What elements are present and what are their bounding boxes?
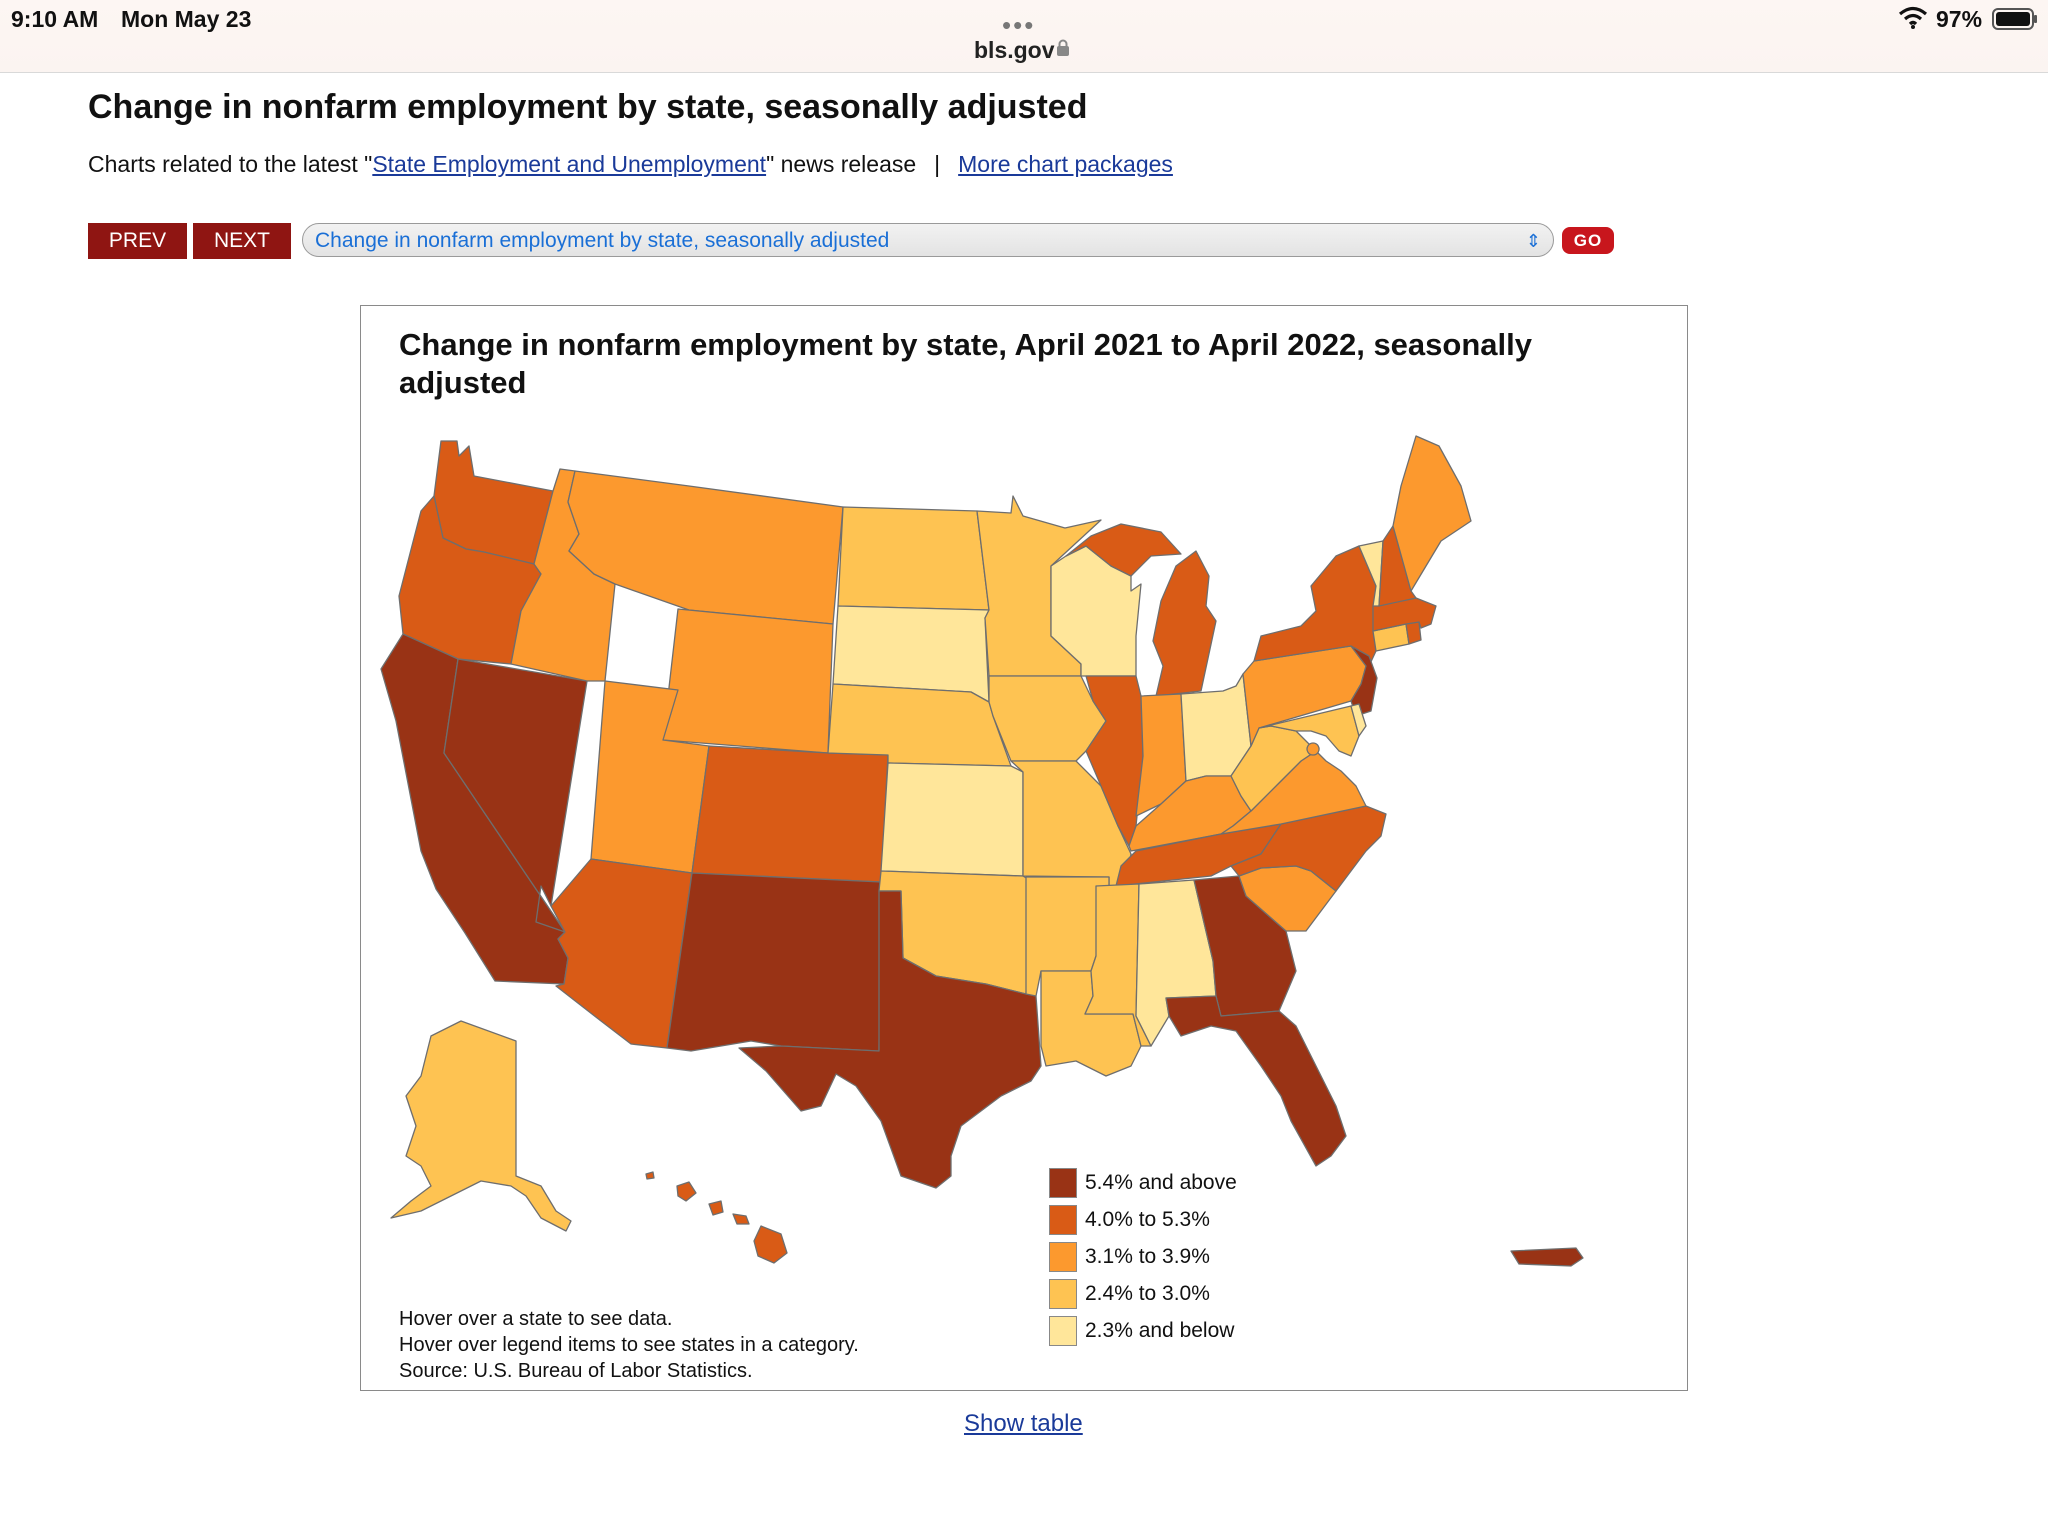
- status-date: Mon May 23: [121, 6, 252, 32]
- state-TX[interactable]: [738, 890, 1042, 1189]
- legend-swatch: [1049, 1204, 1077, 1235]
- more-chart-packages-link[interactable]: More chart packages: [958, 151, 1173, 177]
- show-table-link[interactable]: Show table: [964, 1410, 1083, 1437]
- us-state-map: [380, 435, 1584, 1267]
- next-button[interactable]: NEXT: [193, 223, 291, 259]
- state-IA[interactable]: [988, 675, 1107, 762]
- chart-notes: Hover over a state to see data. Hover ov…: [399, 1306, 859, 1384]
- state-NH[interactable]: [1378, 525, 1417, 607]
- state-DE[interactable]: [1350, 703, 1367, 737]
- wifi-icon: [1898, 6, 1928, 29]
- chart-title: Change in nonfarm employment by state, A…: [399, 327, 1532, 400]
- state-KS[interactable]: [880, 762, 1024, 877]
- state-ND[interactable]: [837, 506, 990, 611]
- legend-swatch: [1049, 1241, 1077, 1272]
- legend-swatch: [1049, 1278, 1077, 1309]
- legend-label: 5.4% and above: [1085, 1170, 1237, 1194]
- related-suffix: " news release: [766, 151, 917, 177]
- state-NY[interactable]: [1253, 545, 1377, 667]
- go-button[interactable]: GO: [1562, 227, 1614, 254]
- chart-select[interactable]: Change in nonfarm employment by state, s…: [302, 223, 1554, 257]
- state-MT[interactable]: [567, 470, 844, 625]
- state-NM[interactable]: [666, 872, 882, 1052]
- legend-label: 4.0% to 5.3%: [1085, 1207, 1210, 1231]
- battery-icon: [1992, 8, 2037, 30]
- status-time: 9:10 AM: [11, 6, 99, 32]
- legend-label: 2.4% to 3.0%: [1085, 1281, 1210, 1305]
- lock-icon: [1057, 39, 1069, 56]
- state-ME[interactable]: [1392, 435, 1472, 592]
- legend-swatch: [1049, 1315, 1077, 1346]
- state-IL[interactable]: [1085, 675, 1144, 847]
- more-dots-icon[interactable]: •••: [1002, 10, 1036, 40]
- related-line: Charts related to the latest "State Empl…: [88, 151, 1173, 178]
- state-employment-link[interactable]: State Employment and Unemployment: [372, 151, 767, 177]
- source-line: Source: U.S. Bureau of Labor Statistics.: [399, 1360, 753, 1382]
- prev-button[interactable]: PREV: [88, 223, 187, 259]
- legend-item[interactable]: 3.1% to 3.9%: [1049, 1238, 1237, 1275]
- map-legend: 5.4% and above 4.0% to 5.3% 3.1% to 3.9%…: [1049, 1164, 1237, 1349]
- state-DC[interactable]: [1306, 742, 1320, 756]
- battery-percent: 97%: [1936, 6, 1983, 32]
- state-MA[interactable]: [1372, 597, 1437, 632]
- note-line: Hover over a state to see data.: [399, 1308, 673, 1330]
- state-RI[interactable]: [1405, 621, 1422, 645]
- state-AK[interactable]: [390, 1020, 572, 1232]
- state-HI[interactable]: [645, 1171, 788, 1264]
- select-chevron-icon: ⇕: [1525, 231, 1541, 251]
- legend-swatch: [1049, 1167, 1077, 1198]
- legend-label: 2.3% and below: [1085, 1318, 1235, 1342]
- state-NV[interactable]: [443, 658, 588, 933]
- related-prefix: Charts related to the latest ": [88, 151, 373, 177]
- legend-item[interactable]: 2.3% and below: [1049, 1312, 1237, 1349]
- legend-item[interactable]: 4.0% to 5.3%: [1049, 1201, 1237, 1238]
- separator: |: [934, 151, 941, 177]
- legend-item[interactable]: 2.4% to 3.0%: [1049, 1275, 1237, 1312]
- note-line: Hover over legend items to see states in…: [399, 1334, 859, 1356]
- state-VT[interactable]: [1358, 540, 1384, 607]
- address-bar-url[interactable]: bls.gov: [974, 37, 1055, 63]
- state-WY[interactable]: [662, 608, 834, 754]
- legend-label: 3.1% to 3.9%: [1085, 1244, 1210, 1268]
- ios-status-bar: 9:10 AM Mon May 23 ••• bls.gov 97%: [0, 0, 2048, 73]
- chart-select-value: Change in nonfarm employment by state, s…: [315, 229, 890, 252]
- state-FL[interactable]: [1165, 995, 1347, 1167]
- state-PR[interactable]: [1510, 1247, 1584, 1267]
- state-CO[interactable]: [691, 745, 889, 883]
- state-MI[interactable]: [1065, 523, 1217, 697]
- legend-item[interactable]: 5.4% and above: [1049, 1164, 1237, 1201]
- page-title: Change in nonfarm employment by state, s…: [88, 88, 1088, 126]
- chart-frame: Change in nonfarm employment by state, A…: [360, 305, 1688, 1391]
